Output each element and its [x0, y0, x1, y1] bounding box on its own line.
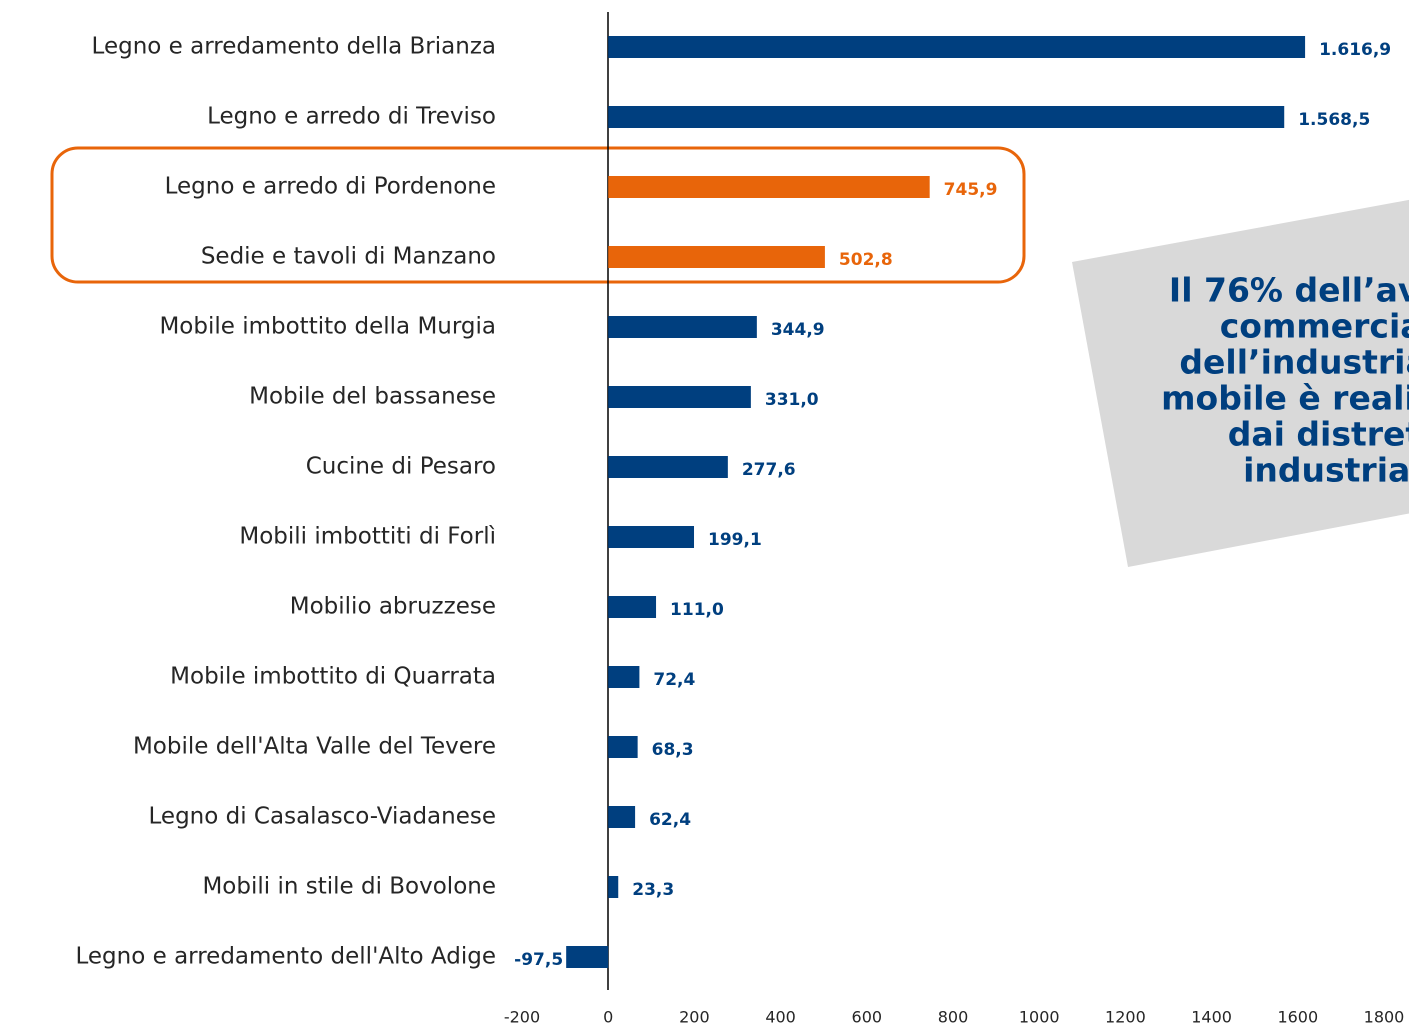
bar — [608, 736, 638, 758]
bar — [608, 106, 1285, 128]
annotation-line: Il 76% dell’avanzo — [1169, 271, 1409, 310]
x-tick-label: 1000 — [1019, 1008, 1060, 1027]
highlight-frame — [50, 146, 1026, 284]
category-label: Mobile imbottito di Quarrata — [170, 664, 496, 690]
x-tick-label: 1200 — [1105, 1008, 1146, 1027]
bar — [566, 946, 609, 968]
bar — [608, 456, 728, 478]
bar — [608, 806, 636, 828]
category-label: Mobili imbottiti di Forlì — [239, 524, 496, 550]
annotation-line: mobile è realizzato — [1161, 379, 1409, 418]
value-label: 1.568,5 — [1298, 110, 1370, 130]
category-label: Legno e arredo di Treviso — [207, 104, 496, 130]
category-label: Mobili in stile di Bovolone — [202, 874, 496, 900]
value-label: 331,0 — [765, 390, 819, 410]
x-tick-label: 1800 — [1364, 1008, 1405, 1027]
value-label: 68,3 — [652, 740, 694, 760]
bar — [608, 246, 825, 268]
bar — [608, 176, 930, 198]
annotation-line: commerciale — [1220, 307, 1409, 346]
category-label: Mobile dell'Alta Valle del Tevere — [133, 734, 496, 760]
x-tick-label: 1400 — [1191, 1008, 1232, 1027]
value-label: 1.616,9 — [1319, 40, 1391, 60]
x-tick-label: -200 — [504, 1008, 540, 1027]
category-label: Legno e arredamento della Brianza — [92, 34, 496, 60]
value-label: 502,8 — [839, 250, 893, 270]
x-tick-label: 400 — [765, 1008, 796, 1027]
bar — [608, 666, 640, 688]
value-label: 199,1 — [708, 530, 762, 550]
category-label: Legno di Casalasco-Viadanese — [149, 804, 496, 830]
category-label: Legno e arredamento dell'Alto Adige — [75, 944, 496, 970]
category-label: Mobile imbottito della Murgia — [159, 314, 496, 340]
bar — [608, 526, 695, 548]
x-tick-label: 0 — [603, 1008, 613, 1027]
bar — [608, 316, 757, 338]
value-label: 111,0 — [670, 600, 724, 620]
value-label: 23,3 — [632, 880, 674, 900]
category-label: Sedie e tavoli di Manzano — [201, 244, 496, 270]
value-label: 62,4 — [649, 810, 691, 830]
x-tick-label: 200 — [679, 1008, 710, 1027]
x-tick-label: 800 — [938, 1008, 969, 1027]
annotation-line: dai distretti — [1228, 415, 1409, 454]
category-label: Legno e arredo di Pordenone — [165, 174, 496, 200]
category-label: Cucine di Pesaro — [306, 454, 496, 480]
bar — [608, 386, 751, 408]
value-label: -97,5 — [514, 950, 563, 970]
annotation-line: dell’industria del — [1179, 343, 1409, 382]
bar — [608, 36, 1306, 58]
category-label: Mobile del bassanese — [249, 384, 496, 410]
x-tick-label: 600 — [852, 1008, 883, 1027]
value-label: 344,9 — [771, 320, 825, 340]
value-label: 745,9 — [944, 180, 998, 200]
x-tick-label: 1600 — [1277, 1008, 1318, 1027]
annotation-box — [1072, 199, 1409, 567]
value-label: 277,6 — [742, 460, 796, 480]
bar — [608, 596, 657, 618]
annotation-line: industriali — [1243, 451, 1409, 490]
bar — [608, 876, 619, 898]
category-label: Mobilio abruzzese — [290, 594, 496, 620]
value-label: 72,4 — [653, 670, 695, 690]
